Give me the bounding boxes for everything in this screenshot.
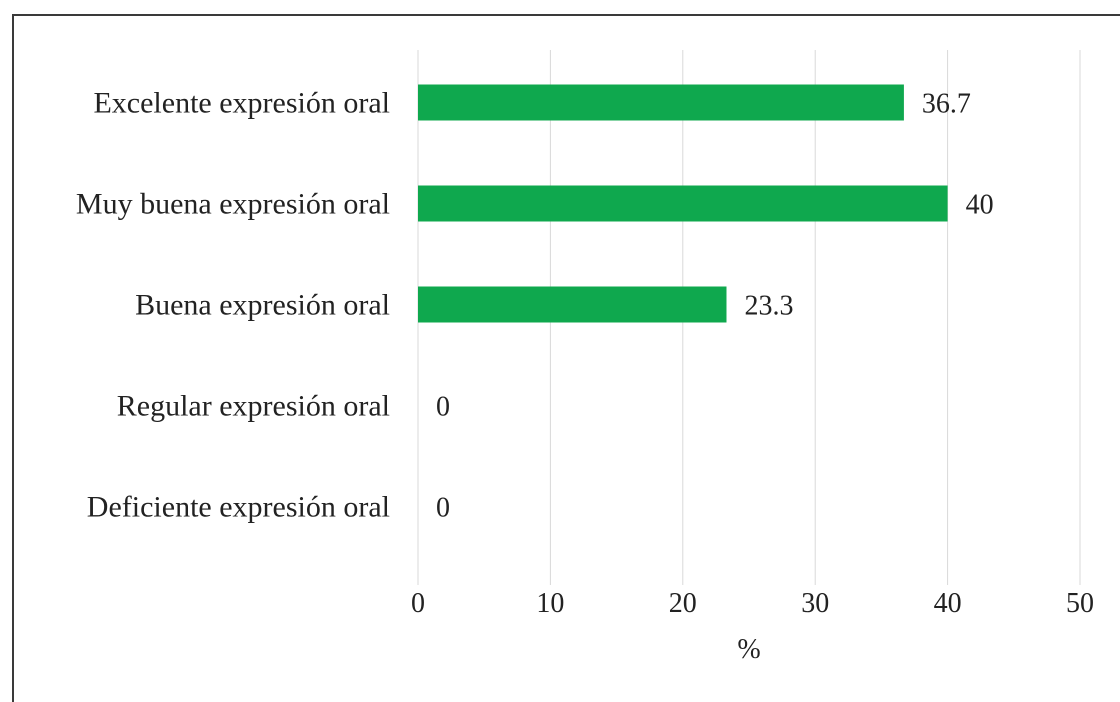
chart-frame bbox=[12, 14, 1120, 702]
x-axis-title: % bbox=[737, 634, 760, 665]
data-label: 0 bbox=[436, 392, 450, 423]
data-label: 0 bbox=[436, 493, 450, 524]
x-tick-label: 30 bbox=[801, 588, 829, 619]
bars bbox=[418, 84, 948, 323]
x-tick-label: 20 bbox=[669, 588, 697, 619]
category-label: Deficiente expresión oral bbox=[87, 491, 390, 524]
x-tick-label: 0 bbox=[411, 588, 425, 619]
x-tick-label: 40 bbox=[934, 588, 962, 619]
category-label: Excelente expresión oral bbox=[93, 87, 390, 120]
data-label: 40 bbox=[966, 190, 994, 221]
bar bbox=[418, 84, 904, 121]
value-labels: 36.7 40 23.3 0 0 bbox=[436, 89, 994, 524]
data-label: 23.3 bbox=[744, 291, 793, 322]
x-tick-labels: 0 10 20 30 40 50 bbox=[411, 588, 1094, 619]
bar bbox=[418, 185, 948, 222]
category-label: Buena expresión oral bbox=[135, 289, 390, 322]
bar bbox=[418, 286, 727, 323]
data-label: 36.7 bbox=[922, 89, 971, 120]
x-tick-label: 10 bbox=[536, 588, 564, 619]
category-label: Muy buena expresión oral bbox=[76, 188, 390, 221]
x-tick-label: 50 bbox=[1066, 588, 1094, 619]
category-label: Regular expresión oral bbox=[117, 390, 390, 423]
category-labels: Excelente expresión oral Muy buena expres… bbox=[76, 87, 390, 524]
